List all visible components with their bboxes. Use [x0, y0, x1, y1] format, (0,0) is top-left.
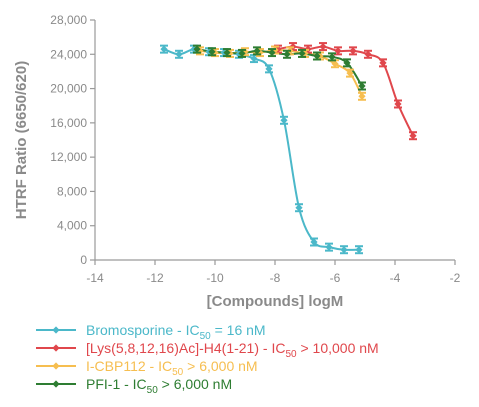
- point-marker: [379, 59, 387, 67]
- fit-curve-1: [277, 45, 414, 137]
- x-tick-label: -4: [390, 271, 401, 285]
- data-point: [223, 48, 231, 58]
- data-point: [313, 51, 321, 61]
- point-marker: [343, 59, 351, 67]
- data-point: [283, 49, 291, 59]
- point-marker: [409, 132, 417, 140]
- data-point: [343, 58, 351, 68]
- legend-marker: [52, 380, 60, 388]
- data-point: [379, 58, 387, 68]
- data-point: [175, 49, 183, 59]
- point-marker: [349, 47, 357, 55]
- data-point: [358, 91, 366, 101]
- legend-label: Bromosporine - IC50 = 16 nM: [86, 322, 266, 342]
- x-axis-label: [Compounds] logM: [207, 293, 344, 310]
- data-point: [328, 52, 336, 62]
- y-tick-label: 4,000: [57, 219, 87, 233]
- point-marker: [346, 69, 354, 77]
- y-tick-label: 0: [80, 253, 87, 267]
- legend-label: PFI-1 - IC50 > 6,000 nM: [86, 376, 232, 396]
- point-marker: [334, 47, 342, 55]
- legend: Bromosporine - IC50 = 16 nM[Lys(5,8,12,1…: [36, 322, 379, 396]
- y-tick-label: 8,000: [57, 184, 87, 198]
- point-marker: [298, 49, 306, 58]
- point-marker: [175, 50, 183, 58]
- point-marker: [355, 246, 363, 254]
- point-marker: [358, 92, 366, 100]
- data-point: [265, 64, 273, 74]
- point-marker: [265, 65, 273, 73]
- y-tick-label: 20,000: [50, 82, 87, 96]
- data-point: [346, 68, 354, 78]
- point-marker: [313, 52, 321, 60]
- point-marker: [238, 49, 246, 58]
- y-tick-label: 12,000: [50, 150, 87, 164]
- legend-item: PFI-1 - IC50 > 6,000 nM: [36, 376, 232, 396]
- point-marker: [223, 48, 231, 57]
- legend-item: [Lys(5,8,12,16)Ac]-H4(1-21) - IC50 > 10,…: [36, 340, 379, 360]
- data-point: [295, 203, 303, 213]
- data-point: [208, 47, 216, 57]
- legend-item: I-CBP112 - IC50 > 6,000 nM: [36, 358, 258, 378]
- x-tick-label: -10: [206, 271, 224, 285]
- data-point: [349, 46, 357, 56]
- data-point: [298, 48, 306, 58]
- point-marker: [319, 42, 327, 51]
- point-marker: [364, 50, 372, 58]
- data-point: [280, 115, 288, 125]
- data-point: [319, 42, 327, 52]
- point-marker: [280, 116, 288, 124]
- x-tick-label: -2: [450, 271, 461, 285]
- legend-item: Bromosporine - IC50 = 16 nM: [36, 322, 266, 342]
- legend-label: [Lys(5,8,12,16)Ac]-H4(1-21) - IC50 > 10,…: [86, 340, 379, 360]
- legend-marker: [52, 344, 60, 352]
- x-tick-label: -8: [270, 271, 281, 285]
- x-tick-label: -14: [86, 271, 104, 285]
- data-point: [409, 131, 417, 141]
- point-marker: [250, 54, 258, 63]
- data-point: [193, 44, 201, 54]
- x-tick-label: -6: [330, 271, 341, 285]
- y-tick-label: 28,000: [50, 13, 87, 27]
- data-point: [355, 245, 363, 255]
- point-marker: [394, 100, 402, 108]
- data-point: [160, 44, 168, 54]
- point-marker: [208, 48, 216, 56]
- point-marker: [160, 45, 168, 53]
- legend-marker: [52, 326, 60, 334]
- data-point: [310, 237, 318, 247]
- x-tick-label: -12: [146, 271, 164, 285]
- point-marker: [295, 204, 303, 212]
- point-marker: [325, 243, 333, 251]
- data-point: [358, 81, 366, 91]
- y-tick-label: 24,000: [50, 47, 87, 61]
- point-marker: [331, 60, 339, 68]
- point-marker: [310, 238, 318, 246]
- point-marker: [340, 246, 348, 254]
- axes: 0 4,000 8,000 12,000 16,000 20,000 24,000 28,00…: [50, 13, 460, 285]
- data-point: [253, 46, 261, 56]
- point-marker: [358, 82, 366, 90]
- data-point: [325, 242, 333, 252]
- data-point: [394, 99, 402, 109]
- data-point: [364, 49, 372, 59]
- fit-curve-0: [163, 48, 360, 251]
- point-marker: [193, 45, 201, 53]
- point-marker: [328, 53, 336, 61]
- legend-marker: [52, 362, 60, 370]
- data-points: [160, 42, 417, 255]
- point-marker: [253, 47, 261, 55]
- data-point: [268, 48, 276, 58]
- fit-curves: [163, 45, 414, 251]
- data-point: [238, 48, 246, 58]
- legend-label: I-CBP112 - IC50 > 6,000 nM: [86, 358, 258, 378]
- y-axis-label: HTRF Ratio (6650/620): [13, 61, 30, 219]
- y-tick-label: 16,000: [50, 116, 87, 130]
- point-marker: [268, 48, 276, 57]
- point-marker: [283, 50, 291, 58]
- data-point: [340, 245, 348, 255]
